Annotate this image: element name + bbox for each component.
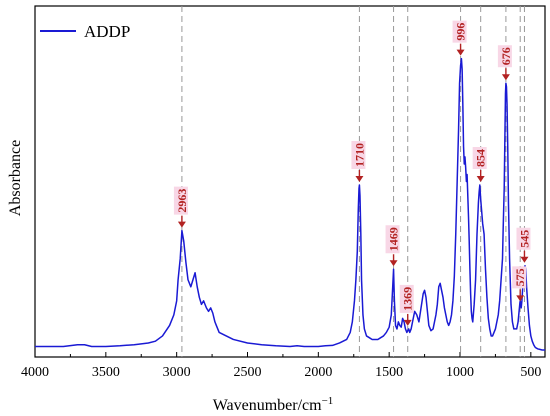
peak-label-bg xyxy=(385,225,400,254)
x-axis-title: Wavenumber/cm−1 xyxy=(213,395,334,414)
x-tick-label: 2500 xyxy=(234,365,262,380)
x-axis-title-main: Wavenumber/cm xyxy=(213,397,322,414)
x-tick-label: 500 xyxy=(520,365,541,380)
peak-label: 996 xyxy=(454,23,468,41)
x-tick-label: 3500 xyxy=(92,365,120,380)
peak-label: 2963 xyxy=(175,189,189,213)
peak-label: 545 xyxy=(517,230,531,248)
peak-label-bg xyxy=(497,45,512,68)
peak-label: 1369 xyxy=(401,287,415,311)
x-axis-ticks: 4000 3500 3000 2500 2000 1500 1000 500 xyxy=(21,352,541,380)
peak-arrow-head xyxy=(516,295,525,302)
peak-label: 854 xyxy=(474,149,488,167)
peak-label-bg xyxy=(512,266,527,289)
peak-arrow-head xyxy=(456,49,465,56)
legend: ADDP xyxy=(40,22,130,41)
peak-label-bg xyxy=(173,186,188,215)
x-tick-label: 2000 xyxy=(304,365,332,380)
peak-label-bg xyxy=(472,147,487,170)
peak-reference-lines xyxy=(181,6,525,357)
peak-arrow-head xyxy=(177,221,186,228)
peak-label: 575 xyxy=(513,268,527,286)
peak-arrow-head xyxy=(501,74,510,81)
peak-label-bg xyxy=(399,284,414,313)
legend-label: ADDP xyxy=(84,22,130,41)
x-axis-title-sup: −1 xyxy=(322,395,334,407)
peak-label-bg xyxy=(452,20,467,43)
peak-label: 1469 xyxy=(387,227,401,251)
series-line-addp xyxy=(35,57,545,351)
peak-label: 1710 xyxy=(352,143,366,167)
peak-label: 676 xyxy=(499,47,513,65)
x-tick-label: 1500 xyxy=(375,365,403,380)
peak-arrow-head xyxy=(476,176,485,183)
x-tick-label: 3000 xyxy=(163,365,191,380)
peak-label-bg xyxy=(516,227,531,250)
peak-arrow-head xyxy=(403,319,412,326)
x-tick-label: 1000 xyxy=(446,365,474,380)
y-axis-title: Absorbance xyxy=(7,140,24,216)
peak-label-bg xyxy=(351,141,366,170)
peak-arrow-head xyxy=(389,260,398,267)
peak-arrow-head xyxy=(520,256,529,263)
series-layer xyxy=(35,57,545,351)
peak-arrow-head xyxy=(355,176,364,183)
x-tick-label: 4000 xyxy=(21,365,49,380)
peak-annotations: 2963 1710 1469 1369 996 854 676 575 545 xyxy=(173,20,531,326)
plot-border xyxy=(34,5,546,358)
plot-frame xyxy=(34,5,546,358)
